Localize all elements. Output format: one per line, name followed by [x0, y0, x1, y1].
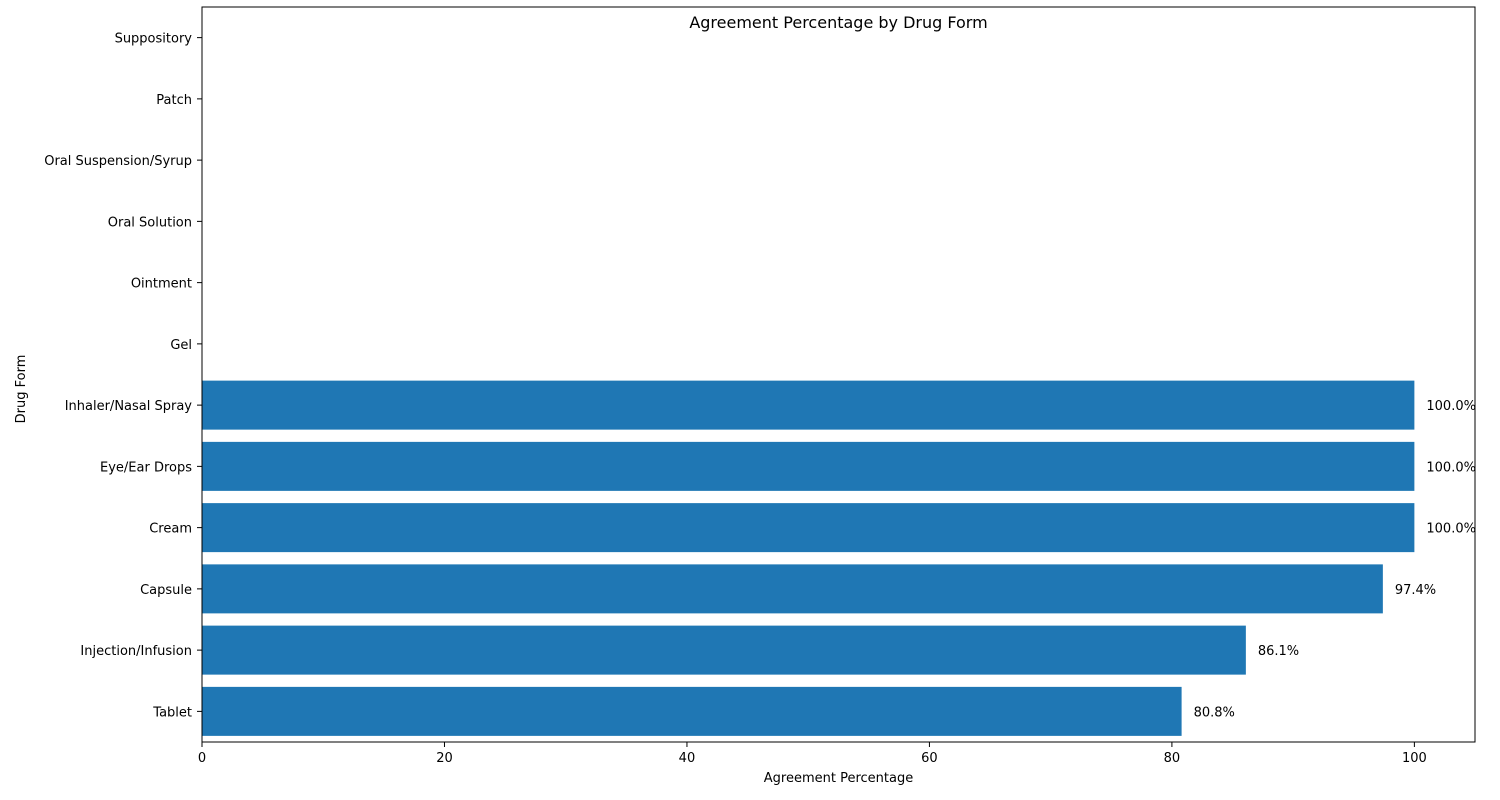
- bars: [202, 380, 1415, 736]
- y-tick-label-1: Injection/Infusion: [80, 644, 192, 659]
- y-tick-label-3: Cream: [149, 522, 192, 537]
- bar-value-label-5: 100.0%: [1426, 399, 1476, 414]
- y-tick-label-10: Patch: [156, 93, 192, 108]
- y-tick-label-8: Oral Solution: [108, 215, 192, 230]
- chart-title: Agreement Percentage by Drug Form: [689, 13, 987, 32]
- bar-value-label-1: 86.1%: [1258, 644, 1299, 659]
- bar-1: [202, 625, 1246, 675]
- y-tick-label-4: Eye/Ear Drops: [100, 460, 192, 475]
- y-tick-label-2: Capsule: [140, 583, 192, 598]
- bar-5: [202, 380, 1415, 430]
- x-tick-label-5: 100: [1402, 751, 1427, 766]
- bar-value-label-3: 100.0%: [1426, 522, 1476, 537]
- x-tick-label-3: 60: [921, 751, 938, 766]
- y-tick-label-11: Suppository: [115, 32, 193, 47]
- bar-value-label-4: 100.0%: [1426, 460, 1476, 475]
- value-labels: 80.8% 86.1% 97.4% 100.0% 100.0% 100.0%: [1194, 399, 1476, 720]
- bar-2: [202, 564, 1383, 614]
- plot-frame: [201, 6, 1476, 743]
- y-tick-label-5: Inhaler/Nasal Spray: [65, 399, 193, 414]
- x-axis: 0 20 40 60 80 100: [198, 742, 1427, 766]
- bar-value-label-0: 80.8%: [1194, 705, 1235, 720]
- y-axis-title: Drug Form: [14, 355, 29, 424]
- y-tick-label-0: Tablet: [152, 705, 192, 720]
- y-tick-label-7: Ointment: [131, 277, 192, 292]
- bar-3: [202, 503, 1415, 553]
- x-tick-label-2: 40: [679, 751, 696, 766]
- bar-0: [202, 686, 1182, 736]
- bar-value-label-2: 97.4%: [1395, 583, 1436, 598]
- bar-4: [202, 441, 1415, 491]
- x-tick-label-4: 80: [1164, 751, 1181, 766]
- x-axis-title: Agreement Percentage: [764, 771, 913, 786]
- y-axis: Tablet Injection/Infusion Capsule Cream Eye/…: [44, 32, 202, 720]
- y-tick-label-9: Oral Suspension/Syrup: [44, 154, 192, 169]
- y-tick-label-6: Gel: [170, 338, 192, 353]
- x-tick-label-1: 20: [436, 751, 453, 766]
- x-tick-label-0: 0: [198, 751, 206, 766]
